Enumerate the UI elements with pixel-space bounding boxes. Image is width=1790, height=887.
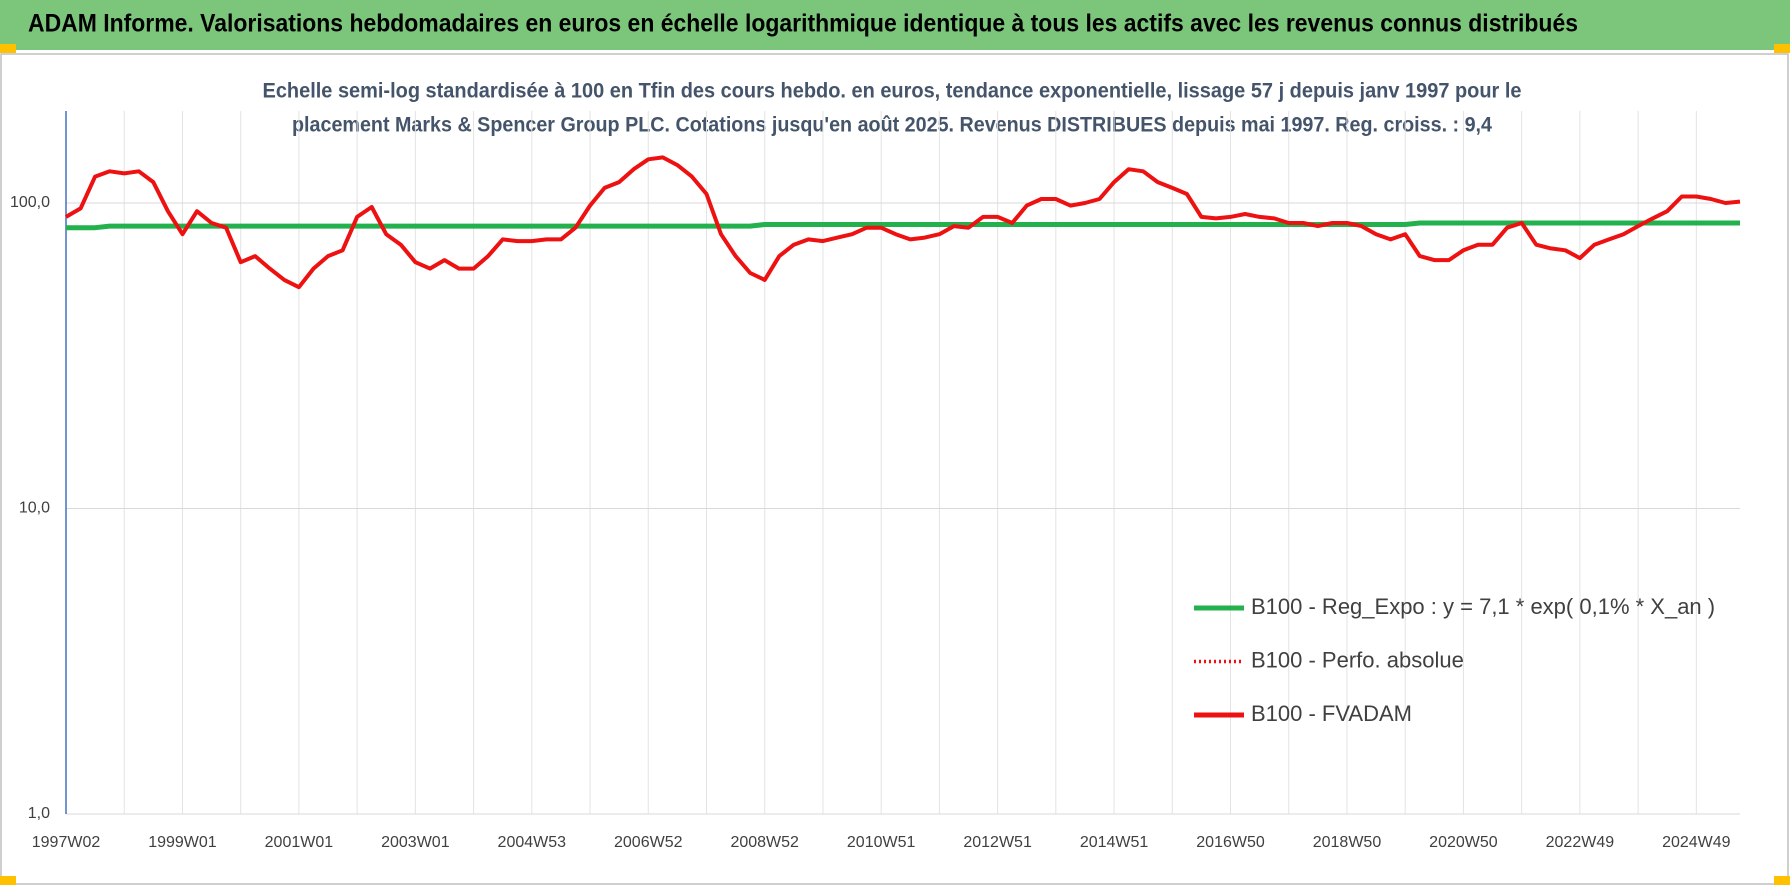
corner-mark: [0, 876, 16, 885]
x-tick-label: 2018W50: [1313, 834, 1382, 851]
corner-mark: [0, 44, 16, 53]
corner-mark: [1774, 44, 1790, 53]
header-bar: [0, 0, 1790, 50]
chart-subtitle: Echelle semi-log standardisée à 100 en T…: [263, 80, 1522, 103]
series-line: [64, 155, 1741, 290]
x-tick-label: 2010W51: [847, 834, 916, 851]
x-tick-label: 2012W51: [963, 834, 1032, 851]
y-tick-label: 100,0: [10, 194, 50, 211]
chart-subtitle: placement Marks & Spencer Group PLC. Cot…: [292, 114, 1492, 137]
legend-label: B100 - Perfo. absolue: [1251, 647, 1464, 672]
y-tick-label: 1,0: [28, 805, 50, 822]
x-tick-label: 2001W01: [265, 834, 334, 851]
series-line: [66, 220, 1740, 231]
x-tick-label: 2016W50: [1196, 834, 1265, 851]
page-title: ADAM Informe. Valorisations hebdomadaire…: [28, 10, 1578, 38]
x-tick-label: 2014W51: [1080, 834, 1149, 851]
x-tick-label: 2008W52: [730, 834, 799, 851]
x-tick-label: 2020W50: [1429, 834, 1498, 851]
x-tick-label: 2004W53: [498, 834, 567, 851]
x-tick-label: 1999W01: [148, 834, 217, 851]
chart-frame: [0, 53, 1789, 885]
legend-label: B100 - Reg_Expo : y = 7,1 * exp( 0,1% * …: [1251, 594, 1715, 619]
x-tick-label: 1997W02: [32, 834, 101, 851]
x-tick-label: 2003W01: [381, 834, 450, 851]
x-tick-label: 2024W49: [1662, 834, 1731, 851]
y-tick-label: 10,0: [19, 500, 50, 517]
corner-mark: [1774, 876, 1790, 885]
legend-label: B100 - FVADAM: [1251, 701, 1412, 726]
plot-area: 1,0 10,0 100,0 1997W02 1999W01 2001W01 2003W01…: [10, 111, 1741, 851]
x-tick-label: 2022W49: [1546, 834, 1615, 851]
x-tick-label: 2006W52: [614, 834, 683, 851]
